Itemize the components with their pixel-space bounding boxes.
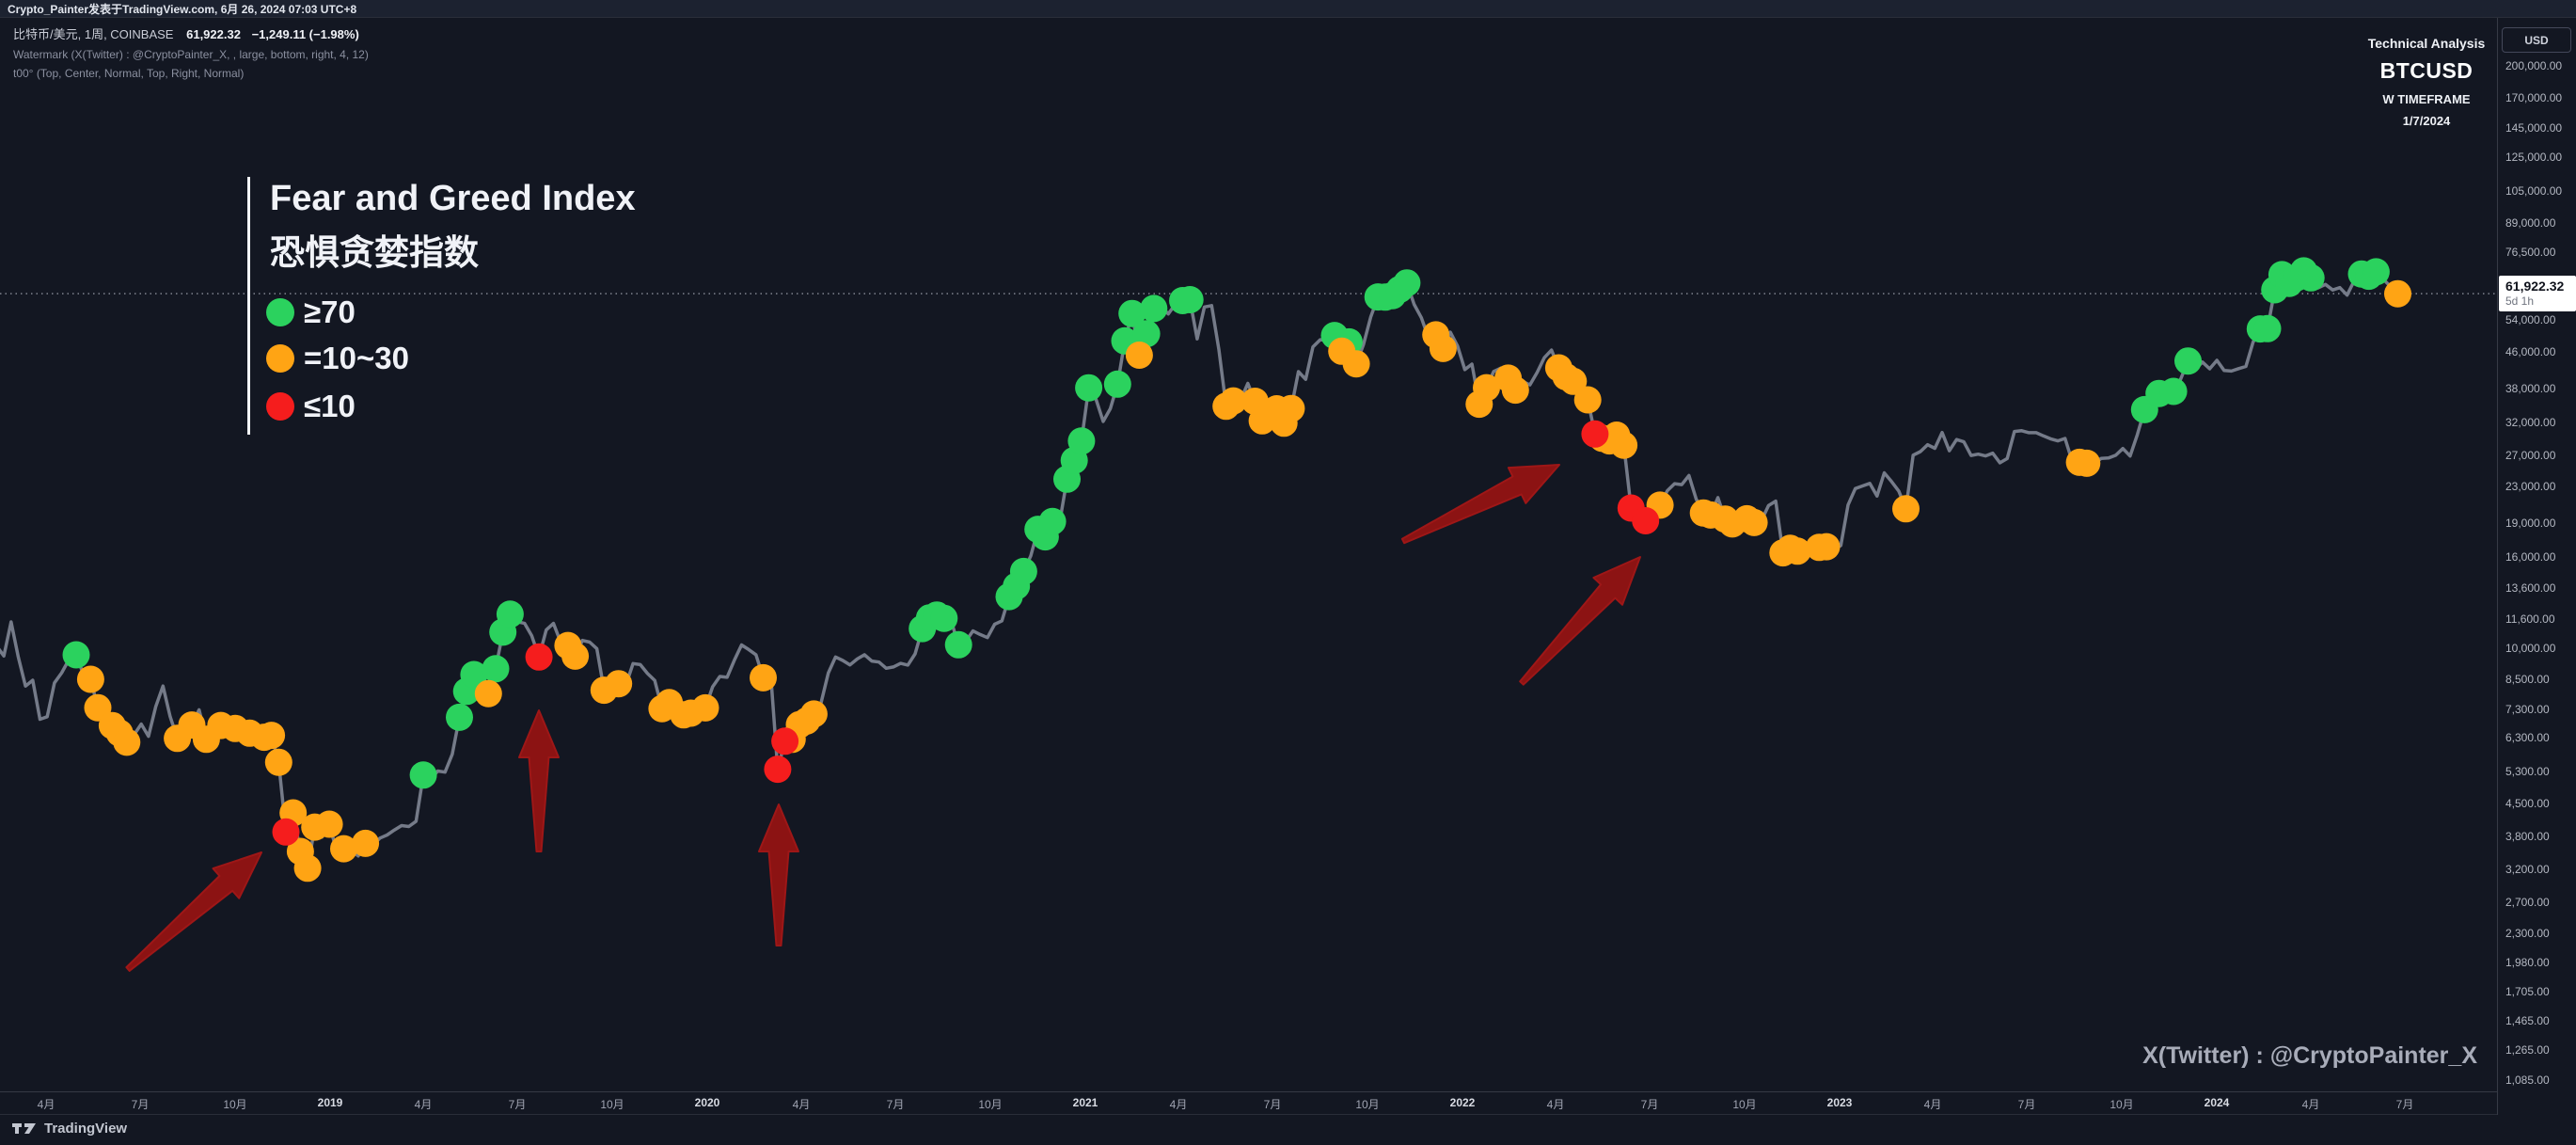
- price-tick: 10,000.00: [2505, 641, 2556, 655]
- price-chart-canvas[interactable]: [0, 0, 2497, 1145]
- price-tick: 13,600.00: [2505, 581, 2556, 596]
- price-tick: 1,085.00: [2505, 1073, 2550, 1087]
- last-price-value: 61,922.32: [2505, 278, 2565, 294]
- time-tick-month: 10月: [223, 1098, 247, 1111]
- price-tick: 16,000.00: [2505, 549, 2556, 564]
- tradingview-logo-icon: [12, 1123, 36, 1134]
- currency-toggle-button[interactable]: USD: [2502, 27, 2571, 53]
- time-tick-month: 7月: [1640, 1098, 1659, 1111]
- symbol-row[interactable]: 比特币/美元, 1周, COINBASE 61,922.32 −1,249.11…: [13, 24, 369, 42]
- price-tick: 170,000.00: [2505, 90, 2563, 104]
- tradingview-attribution[interactable]: TradingView: [11, 1121, 127, 1137]
- legend-title-zh: 恐惧贪婪指数: [270, 233, 479, 272]
- price-tick: 2,300.00: [2505, 927, 2550, 941]
- price-tick: 3,200.00: [2505, 863, 2550, 877]
- price-tick: 7,300.00: [2505, 702, 2550, 716]
- publish-header-text: Crypto_Painter发表于TradingView.com, 6月 26,…: [8, 2, 357, 16]
- price-tick: 1,705.00: [2505, 985, 2550, 999]
- price-tick: 6,300.00: [2505, 731, 2550, 745]
- price-tick: 105,000.00: [2505, 184, 2563, 199]
- price-tick: 8,500.00: [2505, 673, 2550, 687]
- indicator-row-watermark[interactable]: Watermark (X(Twitter) : @CryptoPainter_X…: [13, 48, 369, 61]
- ta-symbol: BTCUSD: [2379, 58, 2473, 83]
- indicator-row-too[interactable]: t00° (Top, Center, Normal, Top, Right, N…: [13, 67, 245, 80]
- ta-timeframe: W TIMEFRAME: [2382, 92, 2471, 106]
- price-tick: 46,000.00: [2505, 344, 2556, 358]
- price-tick: 23,000.00: [2505, 479, 2556, 493]
- legend-item-greed: ≥70: [266, 294, 356, 329]
- time-tick-month: 10月: [978, 1098, 1003, 1111]
- time-tick-month: 7月: [2395, 1098, 2414, 1111]
- time-tick-year: 2020: [694, 1096, 720, 1109]
- publish-header: Crypto_Painter发表于TradingView.com, 6月 26,…: [0, 0, 2576, 18]
- price-tick: 27,000.00: [2505, 448, 2556, 462]
- last-price-label: 61,922.32 5d 1h: [2499, 276, 2576, 312]
- legend-item-fear: =10~30: [266, 341, 409, 375]
- ta-label: Technical Analysis: [2367, 36, 2486, 51]
- price-tick: 5,300.00: [2505, 764, 2550, 778]
- price-tick: 38,000.00: [2505, 382, 2556, 396]
- symbol-title: 比特币/美元, 1周, COINBASE: [13, 27, 174, 41]
- time-tick-month: 7月: [1263, 1098, 1282, 1111]
- time-tick-month: 4月: [792, 1098, 811, 1111]
- price-tick: 1,265.00: [2505, 1042, 2550, 1057]
- time-tick-year: 2021: [1072, 1096, 1098, 1109]
- time-tick-month: 7月: [2017, 1098, 2036, 1111]
- time-tick-year: 2019: [317, 1096, 343, 1109]
- time-tick-month: 7月: [508, 1098, 527, 1111]
- price-tick: 54,000.00: [2505, 313, 2556, 327]
- time-tick-month: 4月: [1169, 1098, 1188, 1111]
- time-tick-year: 2022: [1449, 1096, 1476, 1109]
- price-axis[interactable]: USD 200,000.00 170,000.00 145,000.00 125,00…: [2497, 18, 2576, 1115]
- price-tick: 76,500.00: [2505, 246, 2556, 260]
- time-tick-month: 4月: [37, 1098, 55, 1111]
- time-tick-year: 2024: [2204, 1096, 2230, 1109]
- price-tick: 1,980.00: [2505, 956, 2550, 970]
- legend-rule: [247, 177, 250, 435]
- symbol-change: −1,249.11 (−1.98%): [251, 27, 359, 41]
- time-tick-month: 10月: [1732, 1098, 1757, 1111]
- time-tick-month: 4月: [1546, 1098, 1565, 1111]
- price-tick: 89,000.00: [2505, 216, 2556, 231]
- bar-countdown: 5d 1h: [2505, 294, 2535, 309]
- price-tick: 1,465.00: [2505, 1014, 2550, 1028]
- price-tick: 32,000.00: [2505, 415, 2556, 429]
- time-tick-month: 10月: [600, 1098, 624, 1111]
- price-tick: 125,000.00: [2505, 151, 2563, 165]
- time-tick-month: 7月: [131, 1098, 150, 1111]
- time-tick-month: 10月: [1355, 1098, 1380, 1111]
- time-axis[interactable]: 4月 7月 10月 2019 4月 7月 10月 2020 4月 7月 10月 2021 4月 7月 10月…: [0, 1091, 2576, 1115]
- symbol-last-price: 61,922.32: [186, 27, 241, 41]
- price-tick: 19,000.00: [2505, 517, 2556, 531]
- technical-analysis-block: Technical Analysis BTCUSD W TIMEFRAME 1/…: [2342, 36, 2511, 128]
- price-tick: 145,000.00: [2505, 121, 2563, 135]
- time-tick-month: 4月: [2301, 1098, 2320, 1111]
- legend-item-extreme-fear: ≤10: [266, 389, 356, 423]
- time-tick-month: 4月: [414, 1098, 433, 1111]
- price-tick: 2,700.00: [2505, 896, 2550, 910]
- greed-dot-icon: [266, 298, 294, 326]
- author-watermark: X(Twitter) : @CryptoPainter_X: [2142, 1042, 2477, 1069]
- extreme-fear-dot-icon: [266, 392, 294, 421]
- price-tick: 200,000.00: [2505, 59, 2563, 72]
- tradingview-brand: TradingView: [44, 1121, 128, 1137]
- time-tick-month: 7月: [886, 1098, 905, 1111]
- legend-title-en: Fear and Greed Index: [270, 179, 636, 218]
- symbol-legend: 比特币/美元, 1周, COINBASE 61,922.32 −1,249.11…: [13, 24, 369, 80]
- fear-dot-icon: [266, 344, 294, 373]
- ta-date: 1/7/2024: [2402, 114, 2451, 128]
- price-tick: 11,600.00: [2505, 612, 2555, 627]
- time-tick-month: 10月: [2110, 1098, 2134, 1111]
- time-tick-year: 2023: [1826, 1096, 1853, 1109]
- time-tick-month: 4月: [1923, 1098, 1942, 1111]
- price-tick: 3,800.00: [2505, 829, 2550, 843]
- price-tick: 4,500.00: [2505, 796, 2550, 810]
